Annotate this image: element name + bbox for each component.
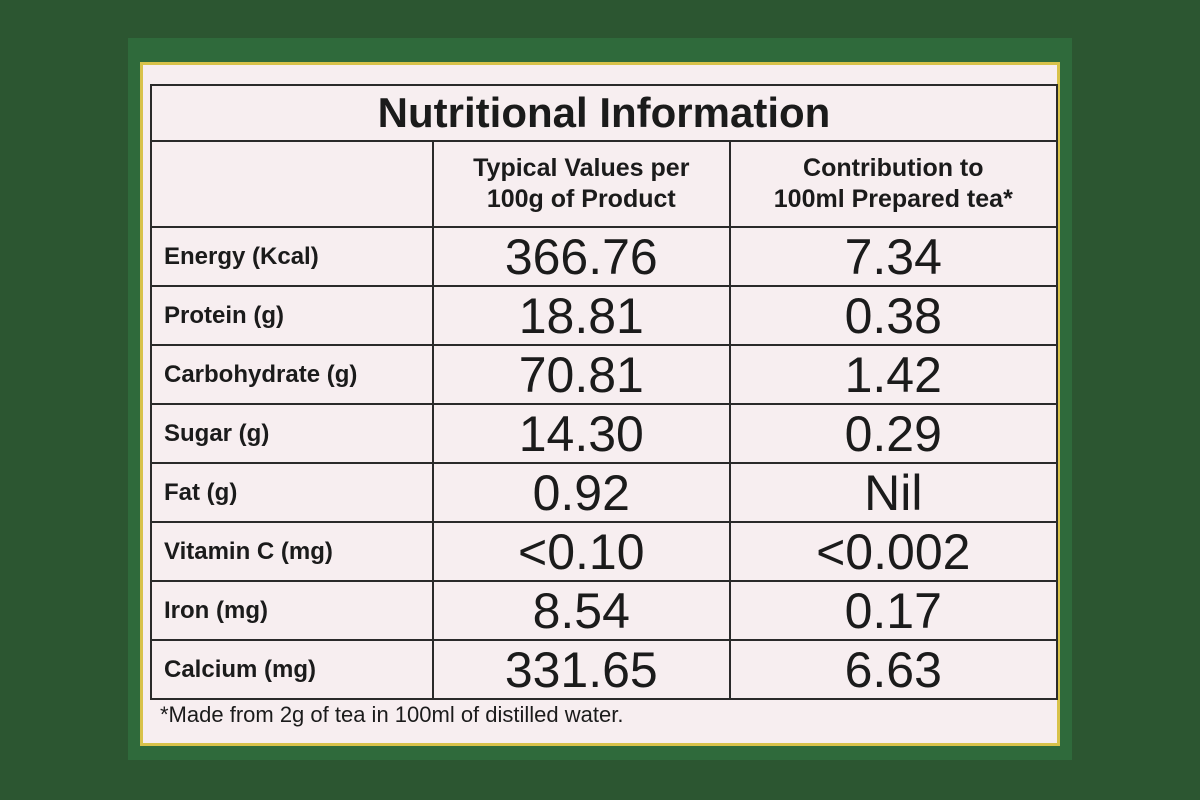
- nutrient-value: 0.17: [728, 580, 1059, 641]
- footnote: *Made from 2g of tea in 100ml of distill…: [160, 702, 624, 727]
- nutrient-value: <0.002: [728, 521, 1059, 582]
- table-row: Energy (Kcal) 366.76 7.34: [150, 226, 1059, 287]
- nutrient-value: 331.65: [432, 639, 731, 700]
- nutrient-value: 14.30: [432, 403, 731, 464]
- nutrient-name: Protein (g): [150, 285, 434, 346]
- nutrient-value: 8.54: [432, 580, 731, 641]
- nutrient-name: Carbohydrate (g): [150, 344, 434, 405]
- nutrient-value: 366.76: [432, 226, 731, 287]
- header-line: 100g of Product: [486, 185, 676, 213]
- nutrient-value: Nil: [728, 462, 1059, 523]
- nutrient-value: 7.34: [728, 226, 1059, 287]
- header-line: 100ml Prepared tea*: [773, 185, 1013, 213]
- nutrient-name: Fat (g): [150, 462, 434, 523]
- nutrient-value: 70.81: [432, 344, 731, 405]
- table-row: Fat (g) 0.92 Nil: [150, 462, 1059, 523]
- nutrient-value: 0.29: [728, 403, 1059, 464]
- empty-header: [150, 140, 434, 228]
- nutrient-name: Vitamin C (mg): [150, 521, 434, 582]
- table-row: Sugar (g) 14.30 0.29: [150, 403, 1059, 464]
- table-row: Protein (g) 18.81 0.38: [150, 285, 1059, 346]
- nutrient-value: <0.10: [432, 521, 731, 582]
- nutrition-table: Nutritional Information Typical Values p…: [150, 84, 1059, 700]
- table-row: Carbohydrate (g) 70.81 1.42: [150, 344, 1059, 405]
- nutrient-value: 0.92: [432, 462, 731, 523]
- table-title: Nutritional Information: [150, 84, 1058, 142]
- table-row: Iron (mg) 8.54 0.17: [150, 580, 1059, 641]
- nutrient-value: 18.81: [432, 285, 731, 346]
- nutrient-name: Sugar (g): [150, 403, 434, 464]
- table-row: Calcium (mg) 331.65 6.63: [150, 639, 1059, 700]
- column-header: Contribution to 100ml Prepared tea*: [728, 140, 1059, 228]
- nutrient-value: 6.63: [728, 639, 1059, 700]
- nutrient-name: Iron (mg): [150, 580, 434, 641]
- header-line: Typical Values per: [473, 154, 690, 182]
- nutrient-value: 0.38: [728, 285, 1059, 346]
- nutrient-name: Energy (Kcal): [150, 226, 434, 287]
- column-header: Typical Values per 100g of Product: [432, 140, 731, 228]
- nutrient-value: 1.42: [728, 344, 1059, 405]
- header-line: Contribution to: [803, 154, 984, 182]
- nutrient-name: Calcium (mg): [150, 639, 434, 700]
- table-row: Vitamin C (mg) <0.10 <0.002: [150, 521, 1059, 582]
